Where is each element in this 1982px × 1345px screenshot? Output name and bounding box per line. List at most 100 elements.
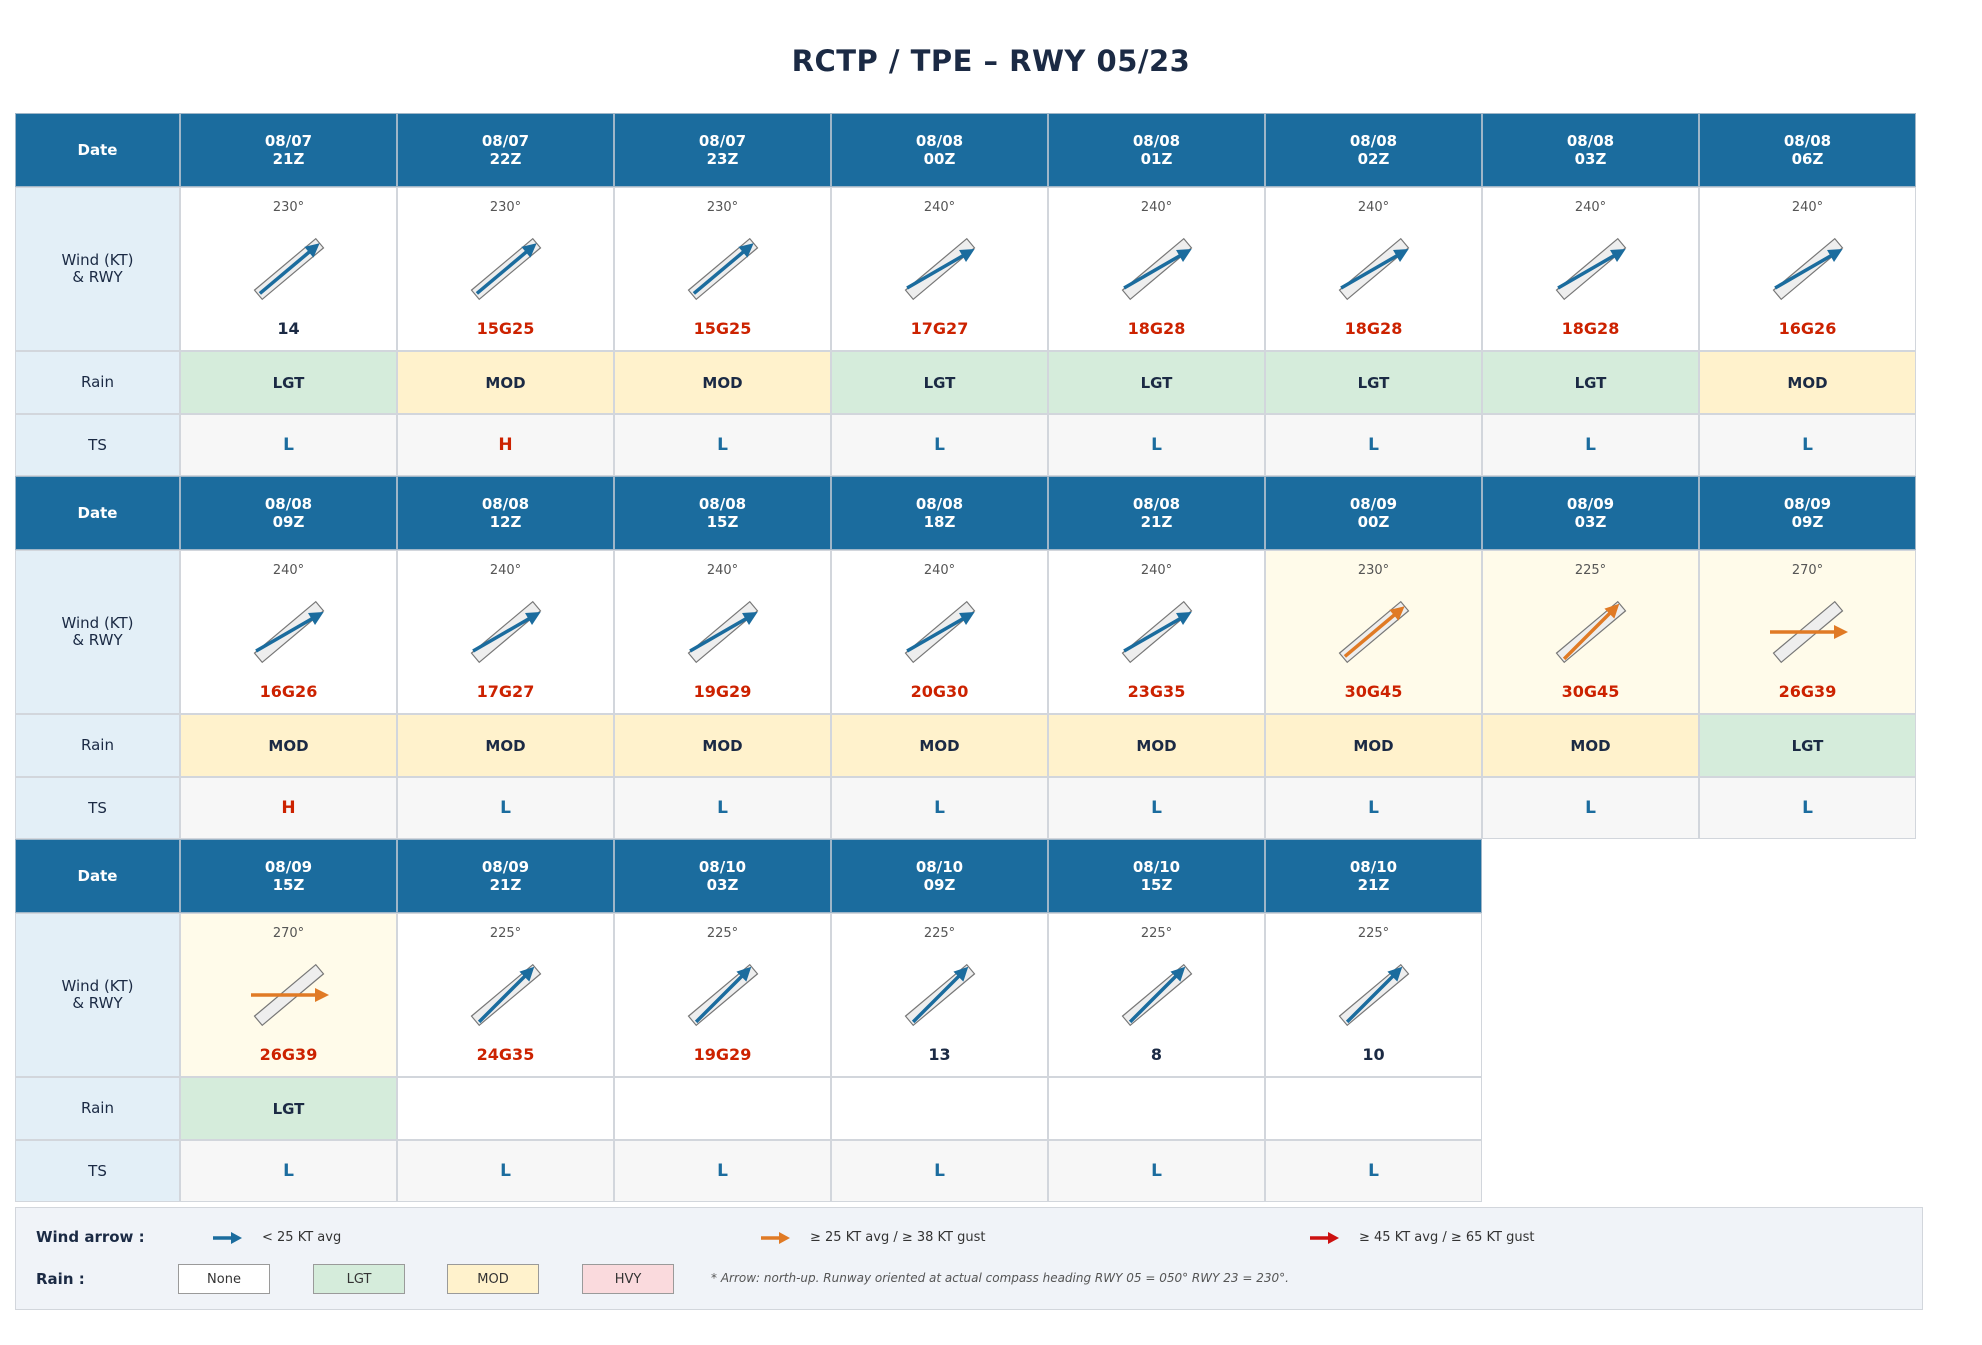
rain-cell: MOD bbox=[1482, 714, 1699, 777]
wind-arrow-icon bbox=[1769, 600, 1848, 664]
legend-rain-label: Rain : bbox=[36, 1270, 85, 1288]
wind-arrow-icon bbox=[1555, 600, 1626, 664]
wind-direction: 240° bbox=[1140, 563, 1173, 578]
wind-cell: 240° 20G30 bbox=[831, 550, 1048, 714]
wind-direction: 240° bbox=[706, 563, 739, 578]
row-label-ts: TS bbox=[15, 1140, 180, 1202]
wind-arrow-icon bbox=[470, 237, 541, 301]
wind-speed: 18G28 bbox=[1561, 319, 1620, 338]
wind-arrow-icon bbox=[1121, 237, 1192, 301]
ts-cell: L bbox=[1699, 414, 1916, 476]
ts-cell: L bbox=[1482, 414, 1699, 476]
wind-arrow-icon bbox=[904, 963, 975, 1027]
ts-cell: H bbox=[180, 777, 397, 839]
date-header: 08/09 21Z bbox=[397, 839, 614, 913]
ts-cell: L bbox=[1048, 1140, 1265, 1202]
legend-rain-lgt: LGT bbox=[313, 1264, 405, 1294]
wind-speed: 13 bbox=[928, 1045, 951, 1064]
wind-cell: 270° 26G39 bbox=[1699, 550, 1916, 714]
row-label-ts: TS bbox=[15, 414, 180, 476]
wind-speed: 26G39 bbox=[259, 1045, 318, 1064]
date-header: 08/08 02Z bbox=[1265, 113, 1482, 187]
legend-arrow-blue-icon bbox=[213, 1232, 242, 1244]
date-header: 08/10 21Z bbox=[1265, 839, 1482, 913]
legend-rain-hvy: HVY bbox=[582, 1264, 674, 1294]
date-header: 08/10 15Z bbox=[1048, 839, 1265, 913]
wind-arrow-icon bbox=[250, 963, 329, 1027]
rain-cell: MOD bbox=[1048, 714, 1265, 777]
wind-speed: 15G25 bbox=[693, 319, 752, 338]
wind-cell: 270° 26G39 bbox=[180, 913, 397, 1077]
wind-speed: 20G30 bbox=[910, 682, 969, 701]
ts-cell: L bbox=[1048, 414, 1265, 476]
wind-arrow-icon bbox=[1121, 600, 1192, 664]
wind-cell: 240° 18G28 bbox=[1048, 187, 1265, 351]
date-header: 08/09 00Z bbox=[1265, 476, 1482, 550]
legend-arrow-orange-icon bbox=[761, 1232, 790, 1244]
page-title: RCTP / TPE – RWY 05/23 bbox=[791, 44, 1191, 78]
date-header: 08/08 06Z bbox=[1699, 113, 1916, 187]
wind-speed: 23G35 bbox=[1127, 682, 1186, 701]
wind-direction: 225° bbox=[1574, 563, 1607, 578]
rain-cell: MOD bbox=[831, 714, 1048, 777]
wind-speed: 10 bbox=[1362, 1045, 1385, 1064]
wind-direction: 225° bbox=[923, 926, 956, 941]
wind-cell: 240° 16G26 bbox=[1699, 187, 1916, 351]
date-header: 08/08 21Z bbox=[1048, 476, 1265, 550]
ts-cell: L bbox=[614, 777, 831, 839]
wind-arrow-icon bbox=[687, 237, 758, 301]
rain-cell: MOD bbox=[397, 714, 614, 777]
date-header: 08/10 03Z bbox=[614, 839, 831, 913]
rain-cell: MOD bbox=[614, 714, 831, 777]
rain-cell bbox=[831, 1077, 1048, 1140]
rain-cell bbox=[614, 1077, 831, 1140]
wind-cell: 225° 8 bbox=[1048, 913, 1265, 1077]
wind-cell: 240° 18G28 bbox=[1482, 187, 1699, 351]
wind-speed: 8 bbox=[1150, 1045, 1163, 1064]
wind-speed: 30G45 bbox=[1344, 682, 1403, 701]
date-header: 08/07 22Z bbox=[397, 113, 614, 187]
ts-cell: L bbox=[614, 414, 831, 476]
wind-arrow-icon bbox=[1338, 237, 1409, 301]
legend-wind-item-1: < 25 KT avg bbox=[262, 1230, 342, 1245]
wind-direction: 225° bbox=[1357, 926, 1390, 941]
ts-cell: L bbox=[397, 1140, 614, 1202]
wind-direction: 240° bbox=[1357, 200, 1390, 215]
wind-cell: 230° 14 bbox=[180, 187, 397, 351]
wind-direction: 225° bbox=[489, 926, 522, 941]
row-label-rain: Rain bbox=[15, 351, 180, 414]
row-label-date: Date bbox=[15, 476, 180, 550]
legend-rain-none: None bbox=[178, 1264, 270, 1294]
rain-cell: LGT bbox=[1048, 351, 1265, 414]
wind-direction: 230° bbox=[706, 200, 739, 215]
ts-cell: L bbox=[1482, 777, 1699, 839]
ts-cell: L bbox=[831, 414, 1048, 476]
wind-cell: 230° 15G25 bbox=[614, 187, 831, 351]
wind-speed: 16G26 bbox=[259, 682, 318, 701]
wind-direction: 270° bbox=[1791, 563, 1824, 578]
rain-cell: LGT bbox=[180, 351, 397, 414]
wind-speed: 18G28 bbox=[1127, 319, 1186, 338]
ts-cell: L bbox=[831, 777, 1048, 839]
wind-cell: 240° 16G26 bbox=[180, 550, 397, 714]
rain-cell: MOD bbox=[1265, 714, 1482, 777]
date-header: 08/08 03Z bbox=[1482, 113, 1699, 187]
wind-speed: 14 bbox=[277, 319, 300, 338]
wind-speed: 19G29 bbox=[693, 1045, 752, 1064]
wind-direction: 225° bbox=[706, 926, 739, 941]
rain-cell: LGT bbox=[1482, 351, 1699, 414]
wind-cell: 240° 23G35 bbox=[1048, 550, 1265, 714]
legend: Wind arrow : < 25 KT avg ≥ 25 KT avg / ≥… bbox=[15, 1207, 1923, 1310]
wind-cell: 225° 13 bbox=[831, 913, 1048, 1077]
rain-cell: MOD bbox=[614, 351, 831, 414]
wind-speed: 30G45 bbox=[1561, 682, 1620, 701]
date-header: 08/07 21Z bbox=[180, 113, 397, 187]
rain-cell: LGT bbox=[180, 1077, 397, 1140]
date-header: 08/10 09Z bbox=[831, 839, 1048, 913]
row-label-ts: TS bbox=[15, 777, 180, 839]
row-label-date: Date bbox=[15, 113, 180, 187]
wind-direction: 240° bbox=[923, 200, 956, 215]
rain-cell: LGT bbox=[1265, 351, 1482, 414]
wind-cell: 225° 30G45 bbox=[1482, 550, 1699, 714]
wind-direction: 230° bbox=[489, 200, 522, 215]
